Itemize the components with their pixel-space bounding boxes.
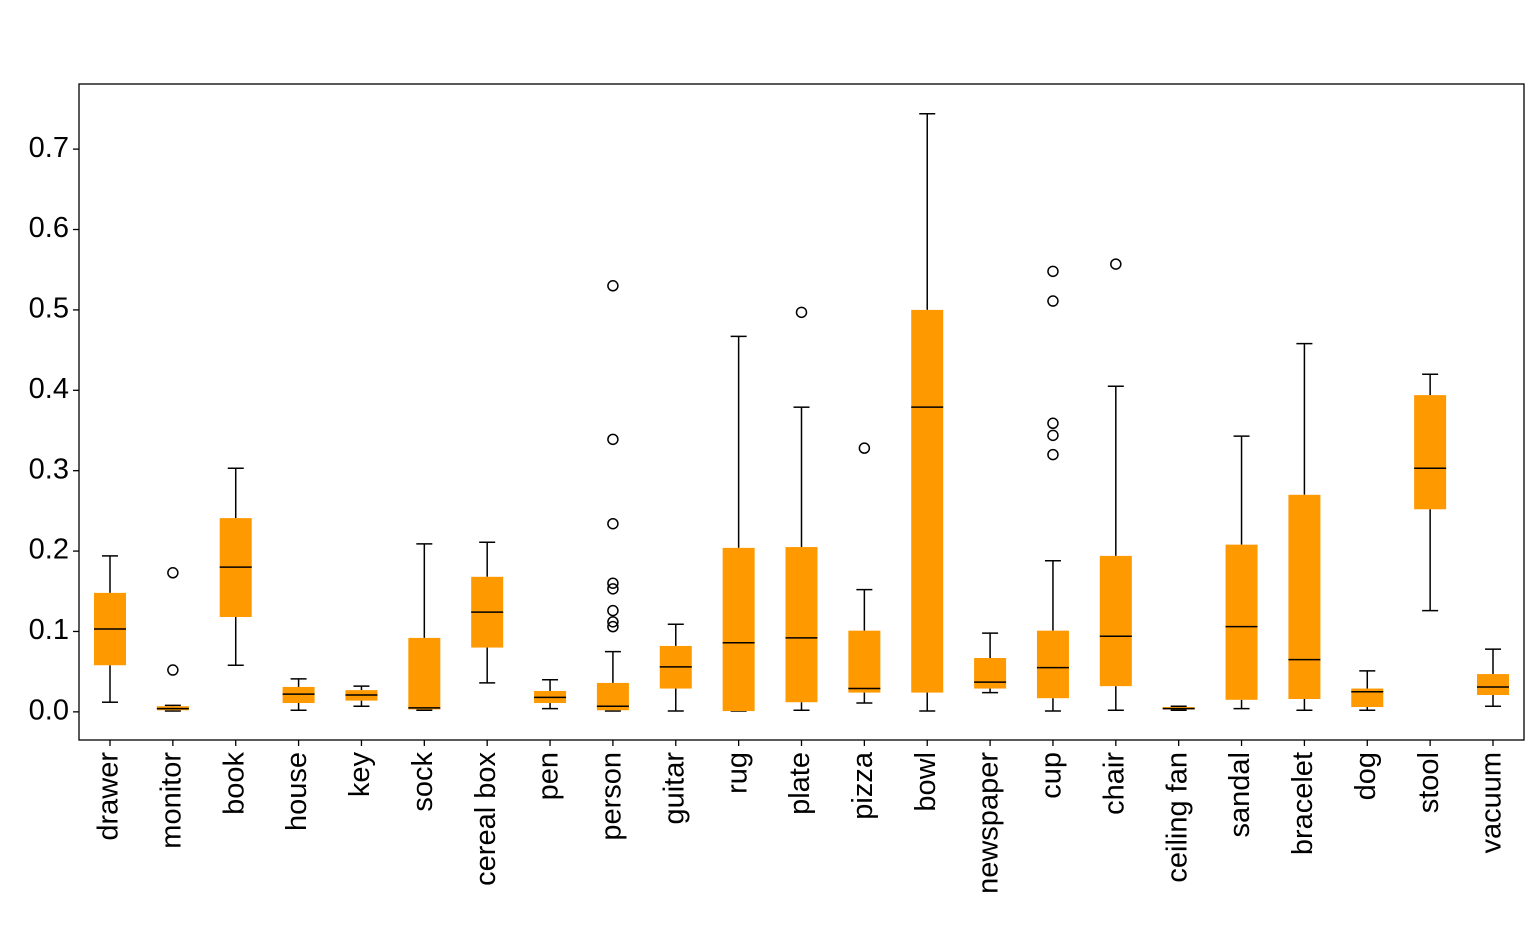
x-tick-label: plate [784, 752, 816, 815]
x-tick-label: key [344, 752, 376, 798]
box [1351, 688, 1384, 708]
x-tick-label: rug [721, 752, 753, 794]
outlier [607, 620, 619, 633]
outlier [607, 433, 619, 446]
outlier [1047, 417, 1059, 430]
y-tick-label: 0.2 [29, 534, 69, 566]
outlier [607, 583, 619, 595]
y-tick-label: 0.6 [29, 212, 69, 244]
outlier [607, 517, 619, 530]
outlier [858, 442, 871, 454]
box [848, 630, 881, 693]
box [408, 637, 441, 710]
outlier [167, 664, 179, 676]
box [1414, 395, 1447, 510]
box [974, 658, 1007, 689]
box [1036, 630, 1069, 699]
outlier [607, 577, 619, 589]
x-tick-label: cereal box [470, 752, 502, 886]
x-tick-label: ceiling fan [1161, 752, 1193, 883]
outlier [607, 280, 619, 292]
outlier [1110, 258, 1122, 270]
outlier [1047, 295, 1059, 307]
box [282, 686, 315, 704]
y-tick-label: 0.0 [29, 695, 69, 727]
x-tick-label: bracelet [1287, 752, 1319, 855]
x-tick-label: chair [1098, 752, 1130, 815]
x-tick-label: sandal [1224, 752, 1256, 837]
x-tick-label: dog [1350, 752, 1382, 800]
x-tick-label: guitar [658, 752, 690, 825]
x-tick-label: monitor [156, 752, 188, 849]
y-tick-label: 0.7 [29, 132, 69, 164]
y-tick-label: 0.1 [29, 614, 69, 646]
x-tick-label: vacuum [1476, 752, 1508, 854]
box [1477, 674, 1509, 695]
y-tick-label: 0.4 [29, 373, 69, 405]
x-tick-label: person [596, 752, 628, 841]
box [911, 309, 944, 693]
outlier [1047, 448, 1059, 461]
outlier [167, 567, 179, 579]
outlier [607, 604, 619, 617]
x-tick-label: sock [407, 752, 439, 812]
outlier [795, 306, 808, 319]
x-tick-label: bowl [910, 752, 942, 812]
box [722, 547, 755, 712]
box [1099, 555, 1132, 687]
box [1225, 544, 1258, 700]
x-tick-label: pen [533, 752, 565, 800]
x-tick-label: drawer [93, 752, 125, 841]
outlier [1047, 429, 1059, 442]
box [1288, 494, 1321, 699]
y-tick-label: 0.3 [29, 453, 69, 485]
outlier [1047, 265, 1059, 278]
x-tick-label: book [218, 752, 250, 815]
outlier [607, 616, 619, 628]
y-tick-label: 0.5 [29, 293, 69, 325]
x-tick-label: house [281, 752, 313, 831]
box [785, 547, 818, 703]
x-tick-label: pizza [847, 751, 879, 820]
x-tick-label: newspaper [973, 752, 1005, 894]
x-tick-label: stool [1413, 752, 1445, 813]
x-tick-label: cup [1036, 752, 1068, 799]
